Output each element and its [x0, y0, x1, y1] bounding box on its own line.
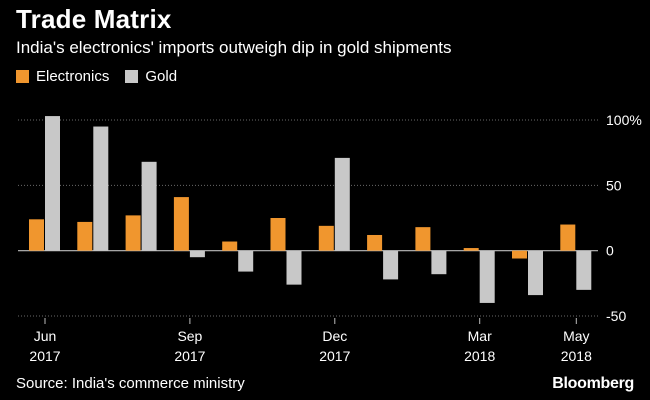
bar-gold-9 — [479, 250, 495, 303]
bar-electronics-8 — [415, 227, 431, 251]
y-tick-label-100: 100% — [606, 112, 642, 128]
bar-gold-4 — [238, 250, 254, 272]
legend-swatch-gold — [125, 70, 139, 83]
legend-item-electronics: Electronics — [16, 68, 109, 85]
chart-title: Trade Matrix — [16, 4, 172, 34]
bar-gold-0 — [45, 116, 60, 251]
legend-label-gold: Gold — [145, 68, 178, 85]
x-tick-year-6: 2017 — [319, 348, 350, 364]
x-tick-year-0: 2017 — [29, 348, 60, 364]
bar-gold-11 — [576, 250, 592, 290]
chart-source: Source: India's commerce ministry — [16, 375, 245, 392]
bar-electronics-4 — [222, 241, 238, 251]
x-tick-month-11: May — [563, 328, 589, 344]
bar-gold-10 — [528, 250, 543, 296]
legend-swatch-electronics — [16, 70, 29, 83]
bar-electronics-10 — [512, 250, 527, 259]
bar-gold-6 — [334, 157, 350, 251]
legend-item-gold: Gold — [125, 68, 177, 85]
x-tick-month-6: Dec — [322, 328, 347, 344]
bar-gold-7 — [383, 250, 399, 280]
chart-subtitle: India's electronics' imports outweigh di… — [16, 38, 452, 57]
bar-electronics-11 — [560, 224, 576, 251]
bar-gold-3 — [189, 250, 205, 258]
bar-electronics-9 — [463, 248, 479, 251]
bar-gold-1 — [93, 126, 109, 251]
y-tick-label-50: 50 — [606, 177, 622, 193]
bar-gold-5 — [286, 250, 302, 285]
legend-label-electronics: Electronics — [36, 68, 110, 85]
brand-logo: Bloomberg — [552, 375, 634, 392]
bar-electronics-1 — [77, 221, 93, 251]
bar-gold-2 — [141, 161, 157, 251]
x-tick-month-0: Jun — [34, 328, 57, 344]
bar-electronics-3 — [173, 197, 189, 251]
x-tick-month-3: Sep — [177, 328, 202, 344]
bar-electronics-6 — [318, 225, 334, 251]
bar-gold-8 — [431, 250, 447, 275]
bar-electronics-5 — [270, 218, 286, 251]
x-tick-year-3: 2017 — [174, 348, 205, 364]
y-tick-label-0: 0 — [606, 243, 614, 259]
x-tick-year-9: 2018 — [464, 348, 495, 364]
y-tick-label--50: -50 — [606, 308, 626, 324]
bar-electronics-0 — [29, 219, 44, 251]
x-tick-month-9: Mar — [468, 328, 492, 344]
bar-electronics-7 — [367, 234, 383, 251]
x-tick-year-11: 2018 — [561, 348, 592, 364]
chart-legend: Electronics Gold — [16, 68, 193, 85]
bar-electronics-2 — [125, 215, 141, 251]
